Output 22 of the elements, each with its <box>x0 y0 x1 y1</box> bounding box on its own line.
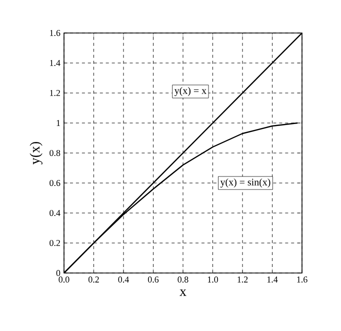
y-tick-label: 0.8 <box>50 150 60 156</box>
x-tick-label: 1.4 <box>267 276 278 283</box>
y-axis-title: y(x) <box>30 142 42 164</box>
y-tick-label: 1 <box>56 120 60 126</box>
y-tick-label: 1.2 <box>50 90 60 96</box>
y-tick-label: 0.2 <box>50 240 60 246</box>
x-tick-label: 0.2 <box>88 276 99 283</box>
x-tick-label: 0.0 <box>58 276 70 283</box>
y-tick-label: 1.6 <box>50 30 60 36</box>
y-tick-label: 0 <box>56 270 60 276</box>
y-tick-label: 1.4 <box>50 60 60 66</box>
text: y(x) = x <box>174 86 206 96</box>
x-axis-title: x <box>180 289 186 296</box>
y-tick-label: 0.6 <box>50 180 60 186</box>
x-tick-label: 1.6 <box>297 276 308 283</box>
y-tick-label: 0.4 <box>50 210 60 216</box>
x-tick-label: 0.4 <box>118 276 129 283</box>
x-tick-label: 1.0 <box>208 276 218 283</box>
text: y(x) = sin(x) <box>220 178 270 188</box>
x-tick-label: 0.6 <box>148 276 159 283</box>
x-tick-label: 0.8 <box>178 276 188 283</box>
x-tick-label: 1.2 <box>238 276 248 283</box>
